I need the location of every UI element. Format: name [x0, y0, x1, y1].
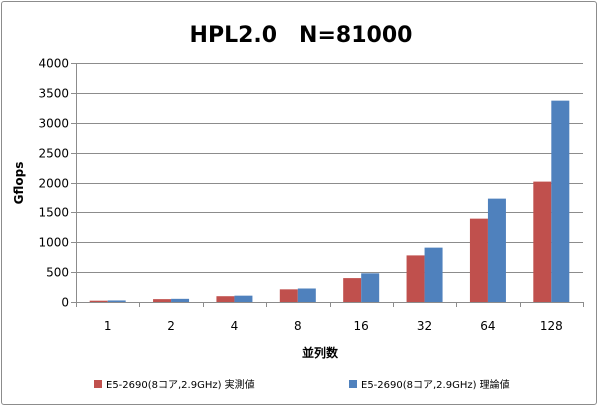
bars — [89, 100, 570, 302]
bar — [533, 181, 552, 302]
legend: E5-2690(8コア,2.9GHz) 実測値 E5-2690(8コア,2.9GH… — [94, 378, 510, 391]
legend-label: E5-2690(8コア,2.9GHz) 理論値 — [361, 378, 510, 391]
bar — [487, 198, 506, 302]
legend-label: E5-2690(8コア,2.9GHz) 実測値 — [106, 378, 255, 391]
chart-frame: HPL2.0 N=81000 0 500 1000 1500 2000 2500 3000 3… — [1, 1, 597, 405]
bar — [406, 255, 425, 302]
x-tick-label: 1 — [104, 319, 112, 333]
x-axis-tick-labels: 1 2 4 8 16 32 64 128 — [104, 319, 563, 333]
axes — [71, 63, 584, 307]
bar — [343, 278, 362, 302]
bar — [234, 295, 253, 302]
y-tick-label: 500 — [46, 266, 69, 280]
y-tick-label: 3500 — [38, 87, 69, 101]
y-tick-label: 4000 — [38, 57, 69, 71]
y-tick-label: 2000 — [38, 177, 69, 191]
x-tick-label: 8 — [294, 319, 302, 333]
bar — [89, 300, 108, 302]
bar — [216, 296, 235, 302]
y-axis-title: Gflops — [12, 162, 26, 205]
bar — [297, 288, 316, 302]
y-tick-label: 1500 — [38, 206, 69, 220]
x-tick-label: 2 — [167, 319, 175, 333]
x-tick-label: 128 — [540, 319, 563, 333]
bar — [551, 100, 570, 302]
x-tick-label: 64 — [480, 319, 495, 333]
bar — [171, 298, 190, 302]
bar — [361, 273, 380, 302]
chart-title: HPL2.0 N=81000 — [190, 23, 413, 48]
x-axis-title: 並列数 — [302, 345, 339, 360]
y-tick-label: 1000 — [38, 236, 69, 250]
y-axis-tick-labels: 0 500 1000 1500 2000 2500 3000 3500 4000 — [38, 57, 69, 310]
legend-item: E5-2690(8コア,2.9GHz) 実測値 — [94, 378, 255, 391]
bar — [424, 247, 443, 302]
legend-item: E5-2690(8コア,2.9GHz) 理論値 — [349, 378, 510, 391]
bar — [279, 289, 298, 302]
legend-swatch — [349, 380, 357, 388]
bar — [469, 218, 488, 302]
bar — [153, 299, 172, 302]
bar — [107, 300, 126, 302]
y-tick-label: 3000 — [38, 117, 69, 131]
x-tick-label: 4 — [231, 319, 239, 333]
legend-swatch — [94, 380, 102, 388]
y-tick-label: 0 — [61, 296, 69, 310]
x-tick-label: 32 — [417, 319, 432, 333]
gridlines — [76, 63, 583, 273]
x-tick-label: 16 — [354, 319, 369, 333]
y-tick-label: 2500 — [38, 147, 69, 161]
